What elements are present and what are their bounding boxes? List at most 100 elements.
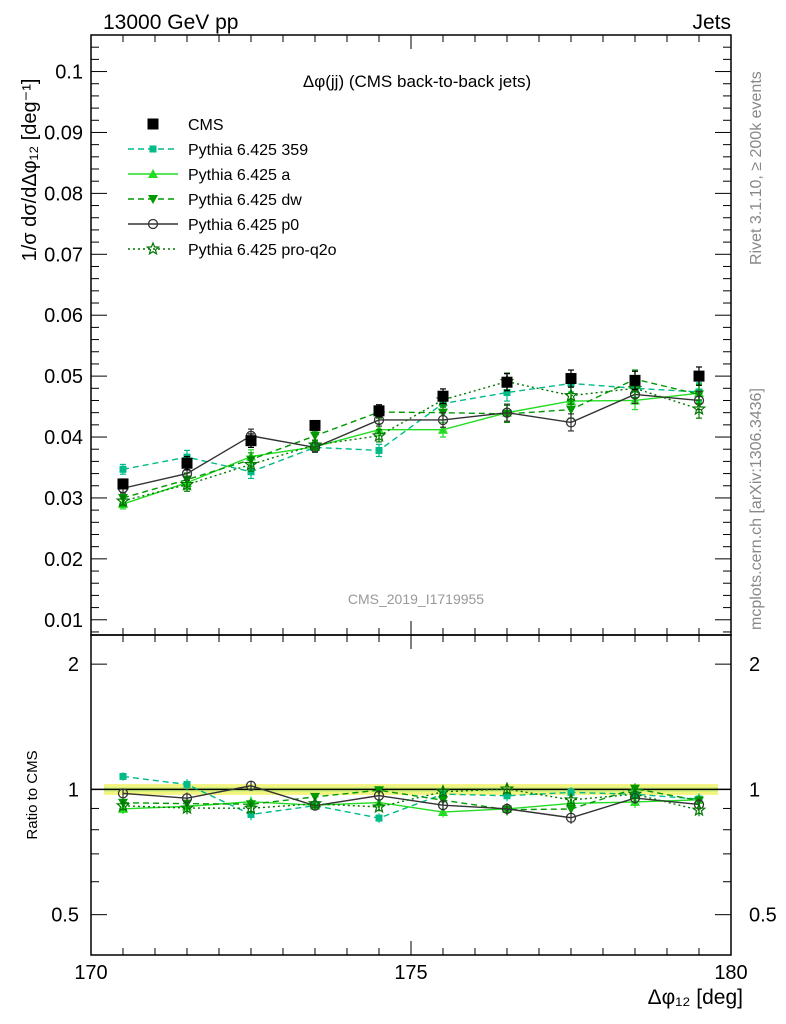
data-point (566, 405, 576, 415)
series-pythia-6-425-359 (119, 374, 703, 480)
data-point (437, 390, 449, 402)
data-point (563, 387, 579, 402)
data-point (148, 169, 158, 178)
analysis-watermark: CMS_2019_I1719955 (348, 591, 484, 607)
x-tick-label: 180 (714, 962, 747, 984)
ratio-series-pythia-6-425-a (118, 794, 704, 818)
y-axis-label: 1/σ dσ/dΔφ₁₂ [deg⁻¹] (19, 79, 41, 262)
data-point (503, 389, 511, 397)
data-point (435, 784, 451, 798)
data-point (627, 786, 643, 801)
legend-item: CMS (147, 117, 224, 134)
data-point (117, 788, 129, 799)
y-tick-label: 0.09 (44, 122, 83, 144)
data-point (117, 478, 129, 490)
ratio-y-tick-label: 0.5 (51, 905, 79, 927)
data-point (691, 401, 707, 416)
data-point (565, 373, 577, 385)
ratio-y-tick-label: 2 (68, 654, 79, 676)
data-point (629, 374, 641, 386)
data-point (115, 798, 131, 812)
legend-label: CMS (188, 117, 224, 134)
ratio-y-axis-label-text: Ratio to CMS (24, 750, 41, 839)
y-tick-label: 0.03 (44, 488, 83, 510)
legend-label: Pythia 6.425 pro-q2o (188, 242, 337, 259)
main-plot-marks (115, 366, 707, 510)
series-pythia-6-425-pro-q2o (115, 372, 707, 508)
data-point (565, 812, 577, 823)
data-point (565, 417, 577, 428)
ratio-series-line (122, 788, 700, 811)
y-tick-label: 0.04 (44, 427, 83, 449)
data-point (245, 435, 257, 447)
ratio-series-pythia-6-425-pro-q2o (115, 781, 707, 817)
ratio-y-tick-label-right: 0.5 (749, 905, 777, 927)
data-point (501, 803, 513, 815)
data-point (438, 424, 448, 434)
legend-label: Pythia 6.425 p0 (188, 217, 299, 234)
data-point (145, 241, 161, 256)
energy-label: 13000 GeV pp (103, 11, 238, 34)
ratio-y-tick-label: 1 (68, 779, 79, 801)
data-point (147, 218, 159, 230)
side-annotation-bottom: mcplots.cern.ch [arXiv:1306.3436] (748, 388, 765, 630)
x-axis-label: Δφ₁₂ [deg] (648, 986, 743, 1009)
mcplots-label: mcplots.cern.ch [arXiv:1306.3436] (748, 388, 765, 630)
data-point (371, 799, 387, 814)
data-point (375, 814, 383, 822)
y-tick-label: 0.06 (44, 305, 83, 327)
legend-item: Pythia 6.425 dw (128, 192, 302, 209)
series-line (122, 378, 700, 499)
ratio-series-line (122, 787, 700, 811)
x-tick-label: 175 (394, 962, 427, 984)
ratio-y-tick-label-right: 1 (749, 779, 760, 801)
y-tick-label: 0.01 (44, 610, 83, 632)
main-plot-frame (90, 34, 732, 636)
data-point (503, 792, 511, 800)
data-point (243, 800, 259, 815)
legend-item: Pythia 6.425 p0 (128, 217, 299, 234)
y-tick-label: 0.1 (55, 62, 83, 84)
data-point (245, 780, 257, 791)
y-axis-label-text: 1/σ dσ/dΔφ₁₂ [deg⁻¹] (19, 79, 41, 262)
ratio-uncertainty-band (91, 784, 731, 795)
ratio-series-line (122, 785, 700, 819)
data-point (243, 456, 259, 471)
data-point (147, 118, 159, 130)
data-point (148, 195, 158, 204)
data-point (501, 376, 513, 388)
data-point (627, 380, 643, 395)
legend-label: Pythia 6.425 dw (188, 192, 302, 209)
series-line (122, 380, 700, 502)
y-tick-label: 0.08 (44, 183, 83, 205)
data-point (247, 468, 255, 476)
series-cms (117, 366, 705, 490)
ratio-y-axis-label: Ratio to CMS (24, 750, 41, 839)
data-point (501, 407, 513, 418)
legend-label: Pythia 6.425 359 (188, 142, 308, 159)
data-point (310, 431, 320, 441)
data-point (149, 145, 157, 153)
ratio-series-pythia-6-425-359 (119, 772, 703, 823)
data-point (119, 465, 127, 473)
data-point (183, 780, 191, 788)
side-annotation-top: Rivet 3.1.10, ≥ 200k events (748, 71, 765, 265)
legend-item: Pythia 6.425 pro-q2o (128, 241, 337, 259)
legend: CMS Pythia 6.425 359 Pythia 6.425 a Pythia … (128, 117, 337, 259)
data-point (566, 805, 576, 815)
y-tick-label: 0.07 (44, 244, 83, 266)
data-point (438, 807, 448, 817)
legend-item: Pythia 6.425 a (128, 167, 290, 184)
data-point (309, 419, 321, 431)
y-tick-label: 0.05 (44, 366, 83, 388)
data-point (179, 476, 195, 491)
legend-label: Pythia 6.425 a (188, 167, 290, 184)
rivet-version-label: Rivet 3.1.10, ≥ 200k events (748, 71, 765, 265)
data-point (179, 800, 195, 815)
ratio-plot-marks (115, 772, 707, 824)
data-point (693, 370, 705, 382)
data-point (307, 437, 323, 452)
data-point (437, 800, 449, 811)
ratio-y-tick-label-right: 2 (749, 654, 760, 676)
